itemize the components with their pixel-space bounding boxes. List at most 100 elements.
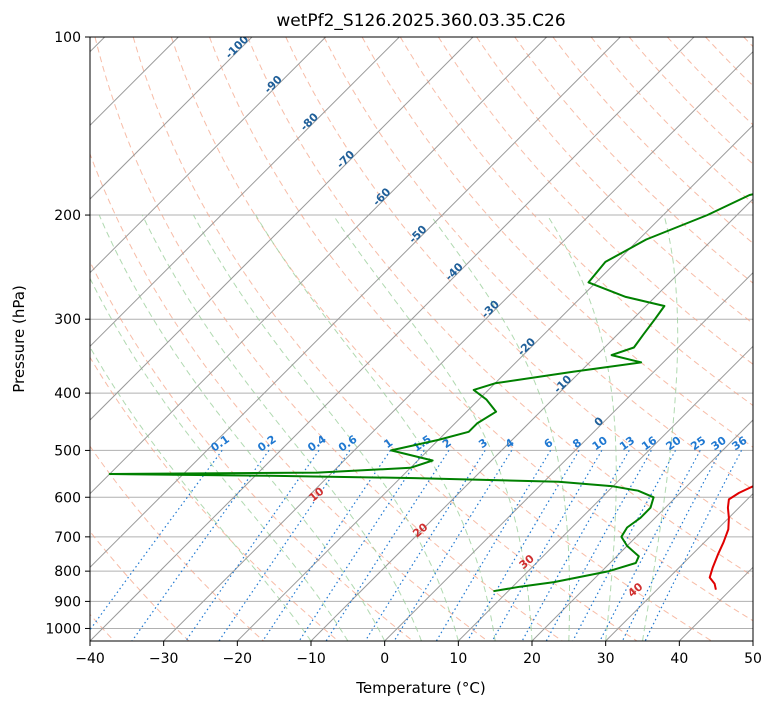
mixing-ratio-line: [572, 450, 677, 641]
isotherm-label: -60: [370, 185, 393, 208]
x-tick-label: 0: [380, 651, 389, 667]
moist-adiabat-line: [332, 214, 533, 641]
x-axis-title: Temperature (°C): [355, 679, 485, 697]
isotherm-label: -30: [479, 297, 502, 320]
x-tick-label: 10: [449, 651, 467, 667]
isotherm-line: [90, 37, 695, 641]
y-tick-label: 1000: [45, 621, 81, 637]
dry-adiabat-line: [90, 445, 264, 641]
mixing-ratio-label: 4: [503, 436, 517, 451]
dry-adiabat-line: [247, 37, 753, 577]
isotherm-line: [90, 37, 400, 348]
dry-adiabat-line: [170, 37, 712, 641]
mixing-ratio-label: 0.1: [208, 433, 231, 455]
x-tick-label: −20: [223, 651, 253, 667]
mixing-ratio-line: [621, 450, 722, 641]
x-tick-label: −40: [75, 651, 105, 667]
mixing-ratio-label: 0.4: [305, 432, 329, 454]
temperature-trace: [708, 485, 753, 590]
sounding-traces: [108, 193, 753, 593]
dry-adiabat-line: [552, 37, 753, 244]
isotherm-label: -70: [334, 148, 357, 171]
moist-adiabat-line: [90, 346, 312, 641]
mixing-ratio-line: [131, 450, 270, 641]
isotherm-line: [90, 37, 621, 569]
dry-adiabat-line: [667, 37, 753, 126]
x-tick-label: 50: [744, 651, 762, 667]
y-tick-label: 500: [54, 443, 81, 459]
y-tick-label: 200: [54, 208, 81, 224]
moist-adiabat-line: [192, 214, 459, 641]
isotherm-line: [90, 37, 548, 495]
y-tick-label: 100: [54, 30, 81, 46]
y-tick-label: 600: [54, 490, 81, 506]
mixing-ratio-line: [90, 450, 223, 631]
isotherm-line: [310, 198, 753, 641]
dewpoint-trace: [108, 193, 753, 593]
isotherm-line: [90, 37, 253, 200]
mixing-ratio-line: [491, 450, 603, 641]
dry-adiabat-line: [705, 37, 753, 87]
isotherm-line: [678, 566, 753, 641]
isotherm-label: -10: [551, 372, 574, 395]
mixing-ratio-line: [325, 450, 450, 641]
mixing-ratio-line: [298, 450, 425, 641]
moist-adiabat-line: [546, 214, 617, 641]
dry-adiabat-line: [132, 37, 638, 641]
isotherm-line: [384, 271, 753, 641]
dry-adiabat-line: [209, 37, 753, 622]
x-tick-label: −10: [296, 651, 326, 667]
plot-frame: [89, 36, 754, 642]
y-tick-label: 800: [54, 564, 81, 580]
dry-adiabat-line: [285, 37, 753, 534]
isotherm-line: [752, 640, 753, 641]
moist-adiabat-line: [98, 214, 386, 641]
dry-adiabat-line: [437, 37, 753, 365]
x-tick-label: 40: [670, 651, 688, 667]
moist-adiabat-line: [90, 277, 349, 641]
dry-adiabat-label: 40: [625, 580, 645, 600]
x-tick-label: 30: [597, 651, 615, 667]
dry-adiabat-line: [743, 37, 753, 48]
dry-adiabat-line: [90, 260, 414, 641]
dry-adiabat-line: [94, 37, 563, 641]
y-tick-label: 900: [54, 594, 81, 610]
moist-adiabat-line: [141, 214, 422, 641]
isotherm-line: [236, 124, 753, 641]
y-axis-ticks: 100 200 300 400 500 600 700 800 900 1000: [45, 30, 90, 637]
isotherm-line: [90, 37, 474, 421]
isotherm-line: [163, 50, 753, 641]
mixing-ratio-line: [644, 450, 743, 641]
dry-adiabat-line: [399, 37, 753, 407]
dry-adiabat-line: [90, 356, 339, 641]
x-tick-label: −30: [149, 651, 179, 667]
isotherm-line: [605, 492, 753, 641]
mixing-ratio-line: [545, 450, 652, 641]
mixing-ratio-line: [599, 450, 701, 641]
x-tick-label: 20: [523, 651, 541, 667]
isotherm-line: [531, 419, 753, 641]
isotherm-line: [457, 345, 753, 641]
isotherm-label: -80: [298, 110, 321, 133]
x-axis-ticks: −40 −30 −20 −10 0 10 20 30 40 50: [75, 641, 762, 667]
background-lines: [90, 37, 753, 641]
chart-title: wetPf2_S126.2025.360.03.35.C26: [276, 11, 565, 31]
y-tick-label: 300: [54, 312, 81, 328]
isotherm-label: -40: [443, 260, 466, 283]
mixing-ratio-line: [466, 450, 580, 641]
dry-adiabat-label: 30: [517, 552, 537, 572]
mixing-ratio-line: [218, 450, 351, 641]
dry-adiabat-line: [323, 37, 753, 491]
mixing-ratio-label: 0.6: [336, 432, 360, 454]
mixing-ratio-line: [262, 450, 391, 641]
y-tick-label: 700: [54, 530, 81, 546]
dry-adiabat-line: [590, 37, 753, 205]
moist-adiabat-line: [642, 214, 679, 641]
y-tick-label: 400: [54, 386, 81, 402]
moist-adiabat-line: [429, 214, 571, 641]
isotherm-line: [90, 37, 327, 274]
dry-adiabat-line: [90, 152, 488, 641]
dry-adiabat-line: [90, 530, 190, 641]
